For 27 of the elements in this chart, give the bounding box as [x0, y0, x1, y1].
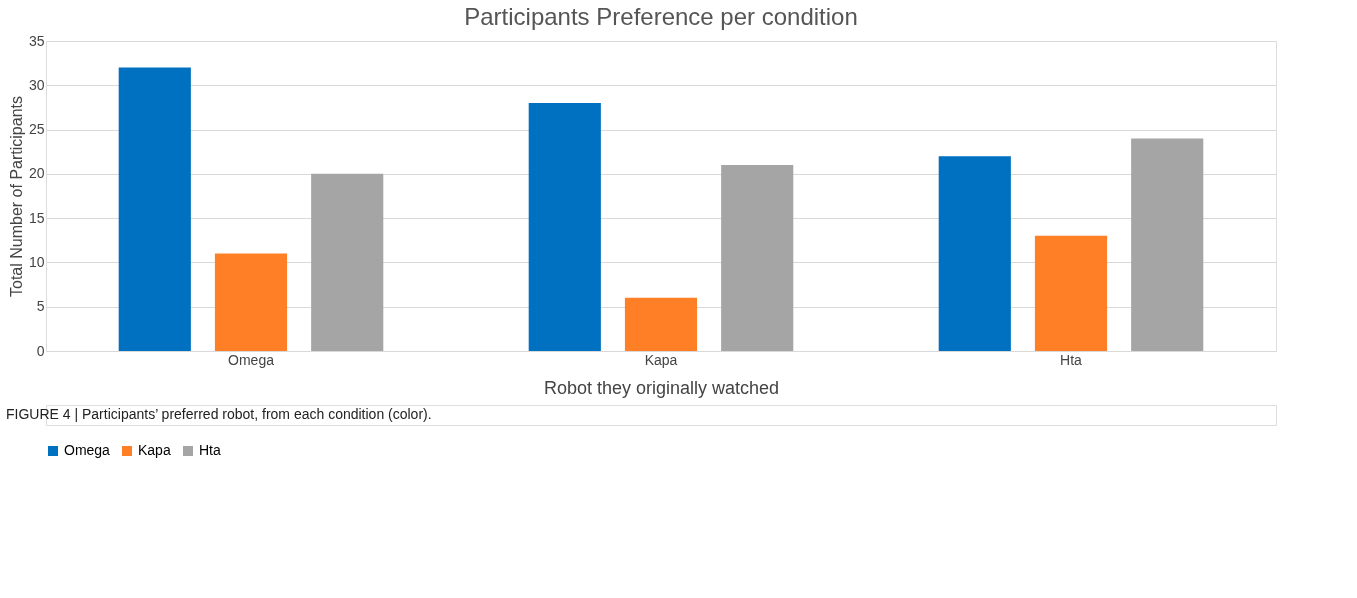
y-tick-label: 30 — [28, 76, 45, 93]
y-tick-label: 0 — [36, 342, 45, 359]
bar — [311, 173, 384, 351]
x-tick-label: Omega — [228, 351, 275, 368]
legend-label: Kapa — [138, 442, 171, 458]
caption: FIGURE 4 | Participants’ preferred robot, from each condition (color). — [6, 406, 432, 422]
x-tick-label: Hta — [1060, 351, 1083, 368]
x-axis-title: Robot they originally watched — [543, 377, 780, 398]
bar — [214, 253, 288, 351]
y-tick-label: 35 — [28, 32, 45, 49]
bar — [938, 156, 1011, 351]
bar — [1034, 235, 1108, 351]
bar — [624, 297, 698, 351]
chart-title: Participants Preference per condition — [464, 3, 858, 30]
x-tick-label: Kapa — [644, 351, 678, 368]
legend-label: Omega — [64, 442, 111, 458]
y-tick-label: 20 — [28, 165, 45, 182]
y-tick-label: 10 — [28, 253, 45, 270]
bar — [1131, 138, 1204, 351]
bar — [118, 67, 191, 351]
y-tick-label: 25 — [28, 121, 45, 138]
bar — [528, 103, 601, 351]
legend-label: Hta — [199, 442, 221, 458]
y-tick-label: 5 — [36, 298, 45, 315]
y-axis-title: Total Number of Participants — [7, 96, 25, 297]
y-tick-label: 15 — [28, 209, 45, 226]
bar — [721, 165, 794, 351]
